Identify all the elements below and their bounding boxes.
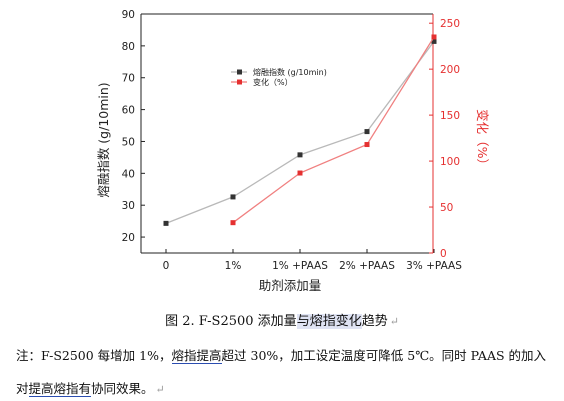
legend-label-2: 变化（%） [253, 77, 293, 87]
right-tick-label: 250 [440, 18, 460, 30]
caption-highlight: 与熔指变化 [296, 314, 362, 329]
chart: 20 30 40 50 60 70 80 90 0 50 100 150 200 250 0 1% 1% +PA… [96, 9, 490, 293]
data-point-series-1 [230, 194, 236, 200]
legend-marker-1 [237, 69, 242, 75]
x-tick-label: 3% +PAAS [406, 260, 462, 272]
note-line-1: 注：F-S2500 每增加 1%，熔指提高超过 30%，加工设定温度可降低 5℃… [16, 347, 556, 365]
left-tick-label: 70 [122, 73, 135, 85]
note-text: 对 [16, 381, 29, 396]
x-tick-label: 2% +PAAS [339, 260, 395, 272]
paragraph-mark: ↵ [389, 315, 399, 328]
data-point-series-2 [431, 34, 437, 40]
series-line-2 [232, 36, 435, 224]
left-tick-label: 30 [122, 200, 135, 212]
caption-suffix: 趋势 [361, 314, 388, 329]
left-tick-label: 20 [122, 232, 135, 244]
right-axis-title: 变化（%） [475, 109, 490, 171]
paragraph-mark: ↵ [155, 383, 165, 396]
note-text: 注：F-S2500 每增加 1%， [16, 348, 172, 363]
right-tick-label: 100 [440, 156, 460, 168]
x-tick-label: 1% [225, 260, 242, 272]
right-tick-label: 0 [440, 248, 447, 260]
left-tick-label: 90 [122, 9, 135, 21]
right-tick-label: 200 [440, 64, 460, 76]
note-underlined: 提高熔指有 [28, 381, 92, 397]
right-tick-label: 150 [440, 110, 460, 122]
data-point-series-1 [431, 38, 437, 44]
figure-caption: 图 2. F-S2500 添加量与熔指变化趋势 ↵ [0, 310, 564, 329]
caption-text: 图 2. F-S2500 添加量 [165, 314, 297, 329]
note-text-cont: 超过 30%，加工设定温度可降低 5℃。同时 PAAS 的加入 [221, 348, 547, 363]
note-text-cont: 协同效果。 [91, 381, 154, 396]
legend-label-1: 熔融指数 (g/10min) [253, 67, 327, 77]
left-tick-label: 50 [122, 136, 135, 148]
data-point-series-1 [297, 152, 303, 158]
data-point-series-2 [364, 142, 370, 148]
x-tick-label: 0 [163, 260, 170, 272]
note-underlined: 熔指提高 [171, 348, 222, 364]
data-point-series-1 [364, 129, 370, 135]
right-tick-label: 50 [440, 202, 453, 214]
left-tick-label: 80 [122, 41, 135, 53]
left-tick-label: 60 [122, 105, 135, 117]
left-tick-label: 40 [122, 168, 135, 180]
left-axis-title: 熔融指数 (g/10min) [96, 82, 111, 197]
data-point-series-2 [297, 170, 303, 176]
data-point-series-2 [230, 220, 236, 226]
x-axis-title: 助剂添加量 [259, 278, 322, 293]
legend-marker-2 [237, 79, 242, 85]
data-point-series-1 [163, 220, 169, 226]
x-tick-label: 1% +PAAS [272, 260, 328, 272]
note-line-2: 对提高熔指有协同效果。 ↵ [16, 380, 556, 399]
